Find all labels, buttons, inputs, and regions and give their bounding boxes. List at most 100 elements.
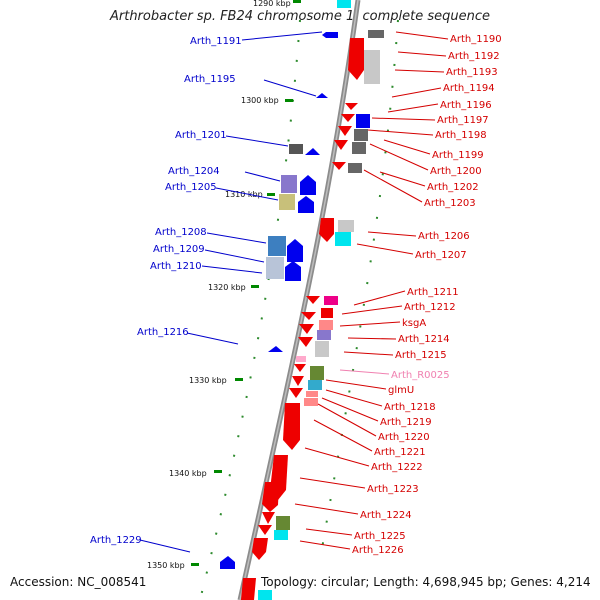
reverse-gene-block bbox=[281, 175, 297, 193]
gene-label[interactable]: Arth_1206 bbox=[418, 231, 470, 242]
forward-gene-block bbox=[258, 590, 272, 600]
gene-label[interactable]: Arth_1197 bbox=[437, 115, 489, 126]
map-title: Arthrobacter sp. FB24 chromosome 1, comp… bbox=[109, 9, 491, 24]
gene-label[interactable]: Arth_1204 bbox=[168, 166, 220, 177]
forward-gene-block bbox=[348, 163, 362, 173]
forward-gene-arrow bbox=[262, 482, 279, 512]
forward-gene-arrow bbox=[348, 38, 364, 80]
forward-gene-block bbox=[338, 220, 354, 232]
gene-label[interactable]: Arth_1220 bbox=[378, 432, 430, 443]
reverse-gene-block bbox=[268, 236, 286, 256]
genome-backbone bbox=[237, 0, 361, 600]
gene-label[interactable]: Arth_1226 bbox=[352, 545, 404, 556]
gene-label[interactable]: Arth_1193 bbox=[446, 67, 498, 78]
scale-tick: 1320 kbp bbox=[208, 283, 259, 292]
forward-gene-arrow bbox=[334, 140, 348, 150]
forward-gene-arrow bbox=[294, 364, 306, 372]
forward-gene-arrow bbox=[258, 525, 272, 535]
gene-label[interactable]: Arth_1224 bbox=[360, 510, 412, 521]
inner-dotted-guide bbox=[199, 19, 301, 600]
scale-tick-label: 1290 kbp bbox=[253, 0, 291, 8]
gene-label[interactable]: Arth_1214 bbox=[398, 334, 450, 345]
reverse-gene-arrow bbox=[316, 93, 328, 98]
forward-gene-block bbox=[274, 530, 288, 540]
forward-gene-block bbox=[364, 50, 380, 84]
forward-gene-arrow bbox=[298, 337, 313, 347]
reverse-gene-arrow bbox=[300, 175, 316, 195]
gene-label[interactable]: Arth_1222 bbox=[371, 462, 423, 473]
forward-gene-block bbox=[324, 296, 338, 305]
forward-gene-block bbox=[276, 516, 290, 530]
forward-gene-arrow bbox=[338, 126, 352, 136]
gene-label[interactable]: Arth_1192 bbox=[448, 51, 500, 62]
forward-gene-block bbox=[319, 320, 333, 330]
gene-label[interactable]: Arth_1207 bbox=[415, 250, 467, 261]
gene-label[interactable]: Arth_1223 bbox=[367, 484, 419, 495]
gene-label[interactable]: Arth_1221 bbox=[374, 447, 426, 458]
gene-label[interactable]: Arth_1208 bbox=[155, 227, 207, 238]
forward-gene-block bbox=[308, 380, 322, 390]
scale-tick-label: 1330 kbp bbox=[189, 376, 227, 385]
scale-tick: 1300 kbp bbox=[241, 96, 293, 105]
reverse-gene-arrow bbox=[298, 196, 314, 213]
gene-label[interactable]: Arth_1209 bbox=[153, 244, 205, 255]
reverse-gene-features bbox=[220, 32, 338, 569]
forward-gene-block bbox=[296, 356, 306, 362]
gene-label[interactable]: Arth_1191 bbox=[190, 36, 242, 47]
reverse-gene-arrow bbox=[322, 32, 338, 38]
forward-gene-block bbox=[321, 308, 333, 318]
gene-label[interactable]: Arth_1219 bbox=[380, 417, 432, 428]
reverse-gene-arrow bbox=[305, 148, 320, 155]
gene-label[interactable]: Arth_1212 bbox=[404, 302, 456, 313]
gene-label[interactable]: Arth_1200 bbox=[430, 166, 482, 177]
gene-label[interactable]: Arth_1202 bbox=[427, 182, 479, 193]
outer-dotted-guide bbox=[319, 19, 399, 561]
gene-label[interactable]: Arth_1210 bbox=[150, 261, 202, 272]
accession-text: Accession: NC_008541 bbox=[10, 575, 147, 589]
forward-gene-features bbox=[241, 0, 384, 600]
forward-gene-arrow bbox=[341, 114, 355, 122]
reverse-gene-block bbox=[279, 194, 295, 210]
gene-label[interactable]: Arth_1196 bbox=[440, 100, 492, 111]
forward-gene-arrow bbox=[262, 512, 275, 524]
gene-label[interactable]: glmU bbox=[388, 385, 414, 396]
forward-gene-arrow bbox=[332, 162, 346, 170]
gene-label[interactable]: Arth_1218 bbox=[384, 402, 436, 413]
forward-gene-block bbox=[310, 366, 324, 380]
gene-label[interactable]: Arth_1198 bbox=[435, 130, 487, 141]
gene-label[interactable]: Arth_1194 bbox=[443, 83, 495, 94]
forward-gene-arrow bbox=[345, 103, 358, 110]
forward-gene-block bbox=[368, 30, 384, 38]
scale-tick-label: 1310 kbp bbox=[225, 190, 263, 199]
gene-label[interactable]: Arth_1216 bbox=[137, 327, 189, 338]
gene-label[interactable]: Arth_1211 bbox=[407, 287, 459, 298]
reverse-gene-arrow bbox=[268, 346, 283, 352]
scale-tick-label: 1340 kbp bbox=[169, 469, 207, 478]
forward-gene-block bbox=[352, 142, 366, 154]
gene-label[interactable]: Arth_1190 bbox=[450, 34, 502, 45]
forward-gene-arrow bbox=[289, 388, 303, 398]
forward-gene-arrow bbox=[252, 538, 268, 560]
scale-tick-label: 1350 kbp bbox=[147, 561, 185, 570]
gene-label[interactable]: Arth_1201 bbox=[175, 130, 227, 141]
gene-label[interactable]: ksgA bbox=[402, 318, 426, 329]
forward-gene-block bbox=[317, 330, 331, 340]
forward-gene-block bbox=[304, 398, 318, 406]
forward-gene-block bbox=[337, 0, 351, 8]
reverse-gene-block bbox=[289, 144, 303, 154]
gene-label[interactable]: Arth_1205 bbox=[165, 182, 217, 193]
gene-label[interactable]: Arth_1215 bbox=[395, 350, 447, 361]
gene-label[interactable]: Arth_1195 bbox=[184, 74, 236, 85]
gene-label[interactable]: Arth_R0025 bbox=[391, 370, 450, 381]
gene-label[interactable]: Arth_1225 bbox=[354, 531, 406, 542]
scale-tick: 1350 kbp bbox=[147, 561, 199, 570]
forward-gene-block bbox=[354, 129, 368, 141]
forward-gene-block bbox=[306, 391, 318, 397]
forward-gene-arrow bbox=[299, 324, 314, 334]
gene-label[interactable]: Arth_1199 bbox=[432, 150, 484, 161]
gene-label[interactable]: Arth_1203 bbox=[424, 198, 476, 209]
scale-tick: 1330 kbp bbox=[189, 376, 243, 385]
gene-label[interactable]: Arth_1229 bbox=[90, 535, 142, 546]
reverse-gene-arrow bbox=[220, 556, 235, 569]
forward-gene-arrow bbox=[292, 376, 304, 386]
